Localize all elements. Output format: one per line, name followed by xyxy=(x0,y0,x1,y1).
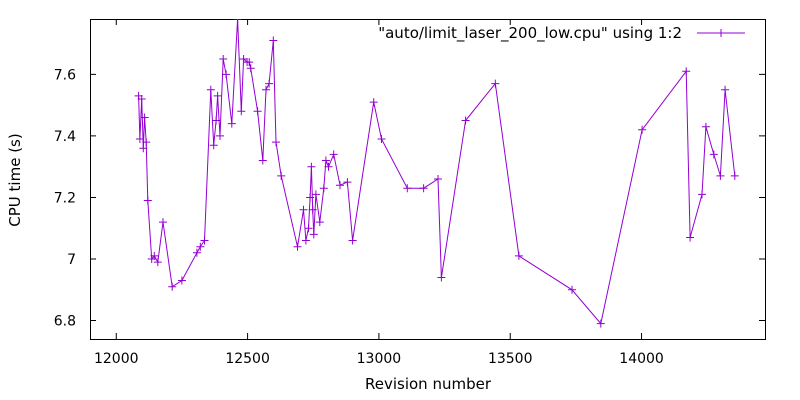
data-point xyxy=(377,135,386,143)
data-point xyxy=(319,184,328,193)
data-point xyxy=(258,156,267,165)
y-axis-label: CPU time (s) xyxy=(6,133,24,226)
data-point xyxy=(213,91,222,100)
data-point xyxy=(348,236,357,245)
data-point xyxy=(698,190,706,199)
data-point xyxy=(233,19,242,23)
data-point xyxy=(369,98,378,107)
data-point xyxy=(237,107,246,116)
data-point xyxy=(730,171,739,180)
data-point xyxy=(336,181,344,190)
data-point xyxy=(311,190,320,199)
data-point xyxy=(721,85,730,94)
data-point xyxy=(324,162,333,171)
data-point xyxy=(638,125,647,134)
data-point xyxy=(206,85,215,94)
y-tick-label: 7.6 xyxy=(54,67,76,83)
data-point xyxy=(222,70,231,79)
data-point xyxy=(329,150,338,159)
x-axis-label: Revision number xyxy=(365,375,492,393)
data-point xyxy=(150,251,159,260)
data-point xyxy=(168,282,177,291)
data-point xyxy=(262,85,270,94)
data-point xyxy=(246,64,255,73)
data-point xyxy=(321,156,330,165)
data-point xyxy=(596,319,605,328)
data-point xyxy=(277,171,286,180)
data-point xyxy=(209,141,218,150)
data-point xyxy=(682,67,691,76)
data-point xyxy=(227,119,236,128)
series-line xyxy=(138,19,736,325)
legend-label: "auto/limit_laser_200_low.cpu" using 1:2 xyxy=(378,24,682,43)
series-layer xyxy=(134,19,739,328)
data-point xyxy=(135,135,144,143)
data-point xyxy=(293,242,302,251)
data-point xyxy=(153,258,162,267)
data-point xyxy=(343,178,352,187)
data-point xyxy=(137,95,146,103)
data-point xyxy=(192,248,201,257)
plot-border xyxy=(90,19,766,340)
data-point xyxy=(177,276,186,285)
data-point xyxy=(139,144,148,153)
data-point xyxy=(265,79,274,88)
x-tick-label: 12000 xyxy=(94,351,139,367)
data-point xyxy=(159,218,167,227)
data-point xyxy=(309,230,318,239)
data-point xyxy=(716,171,725,180)
data-point xyxy=(299,205,308,214)
data-point xyxy=(403,184,412,193)
data-point xyxy=(216,131,224,140)
data-point xyxy=(253,107,262,116)
x-tick-label: 13500 xyxy=(488,351,533,367)
data-point xyxy=(140,113,149,122)
y-tick-label: 7.2 xyxy=(54,190,76,206)
data-point xyxy=(219,55,228,63)
data-point xyxy=(491,79,500,88)
data-point xyxy=(306,193,315,202)
data-point xyxy=(142,138,151,147)
data-point xyxy=(272,138,280,147)
data-point xyxy=(701,122,710,131)
x-tick-label: 13000 xyxy=(357,351,402,367)
data-point xyxy=(514,251,523,260)
y-axis-ticks: 6.8 7 7.2 7.4 7.6 xyxy=(54,67,765,330)
data-point xyxy=(308,205,317,214)
data-point xyxy=(434,175,442,183)
data-point xyxy=(461,116,470,125)
y-tick-label: 6.8 xyxy=(54,314,76,330)
data-point xyxy=(709,150,718,159)
x-tick-label: 14000 xyxy=(619,351,664,367)
data-point xyxy=(212,116,221,125)
data-point xyxy=(437,273,446,282)
data-point xyxy=(301,236,310,245)
data-point xyxy=(419,184,428,193)
data-point xyxy=(307,162,316,171)
data-point xyxy=(315,218,324,227)
data-point xyxy=(304,224,313,233)
x-axis-ticks: 12000 12500 13000 13500 14000 xyxy=(94,19,664,367)
y-tick-label: 7 xyxy=(67,252,76,268)
data-point xyxy=(269,36,278,45)
legend: "auto/limit_laser_200_low.cpu" using 1:2 xyxy=(378,24,745,43)
data-point xyxy=(568,285,576,294)
legend-marker-sample xyxy=(717,29,725,37)
data-point xyxy=(143,196,152,205)
y-tick-label: 7.4 xyxy=(54,129,76,145)
data-point xyxy=(245,58,254,67)
data-point xyxy=(196,242,205,251)
x-tick-label: 12500 xyxy=(225,351,270,367)
data-point xyxy=(200,236,209,245)
data-point xyxy=(686,233,695,242)
